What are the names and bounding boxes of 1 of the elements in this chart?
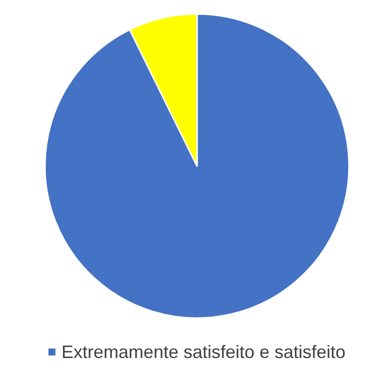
legend-label: Extremamente satisfeito e satisfeito [61, 342, 346, 362]
